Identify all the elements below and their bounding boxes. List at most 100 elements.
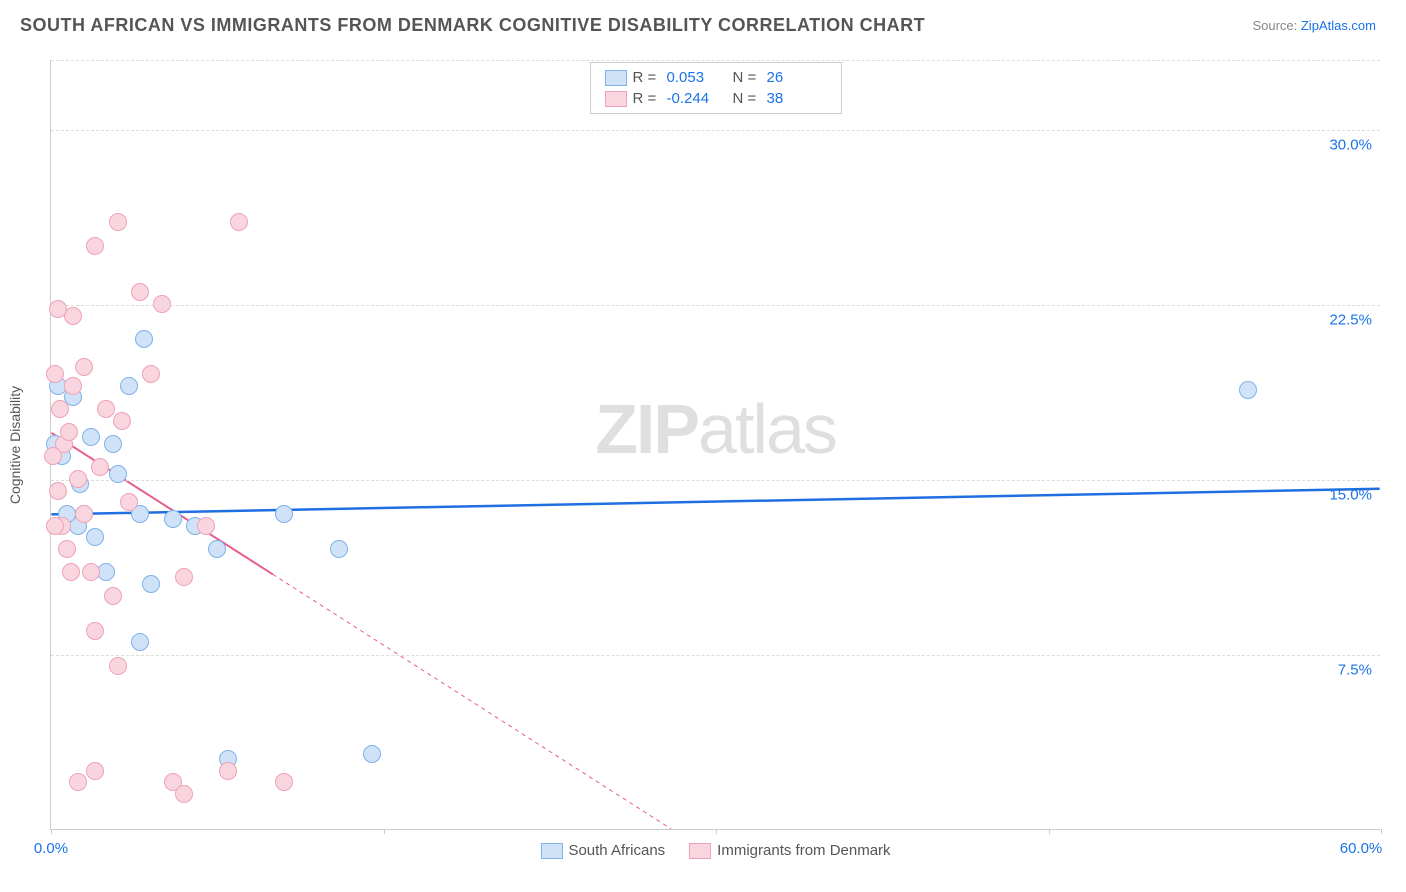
y-tick-label: 22.5% <box>1329 312 1372 329</box>
data-point-dk[interactable] <box>175 568 193 586</box>
stats-r-value-dk: -0.244 <box>667 90 727 107</box>
stats-r-value-sa: 0.053 <box>667 69 727 86</box>
watermark: ZIPatlas <box>595 389 836 469</box>
data-point-sa[interactable] <box>135 330 153 348</box>
data-point-dk[interactable] <box>64 377 82 395</box>
stats-r-label: R = <box>633 90 661 107</box>
legend-label-sa: South Africans <box>568 842 665 859</box>
source-link[interactable]: ZipAtlas.com <box>1301 18 1376 33</box>
data-point-sa[interactable] <box>120 377 138 395</box>
legend-swatch-sa <box>605 70 627 86</box>
data-point-dk[interactable] <box>64 307 82 325</box>
data-point-dk[interactable] <box>142 365 160 383</box>
data-point-dk[interactable] <box>60 423 78 441</box>
data-point-dk[interactable] <box>49 300 67 318</box>
data-point-dk[interactable] <box>44 447 62 465</box>
gridline <box>51 655 1380 656</box>
trend-line-sa <box>51 489 1379 515</box>
data-point-dk[interactable] <box>91 458 109 476</box>
data-point-dk[interactable] <box>69 773 87 791</box>
data-point-sa[interactable] <box>363 745 381 763</box>
y-tick-label: 30.0% <box>1329 137 1372 154</box>
data-point-sa[interactable] <box>86 528 104 546</box>
data-point-sa[interactable] <box>208 540 226 558</box>
data-point-dk[interactable] <box>131 283 149 301</box>
data-point-dk[interactable] <box>46 517 64 535</box>
trend-line-dashed-dk <box>273 574 671 829</box>
y-tick-label: 7.5% <box>1338 662 1372 679</box>
series-legend: South Africans Immigrants from Denmark <box>540 842 890 859</box>
stats-row-sa: R = 0.053 N = 26 <box>605 67 827 88</box>
watermark-bold: ZIP <box>595 390 698 468</box>
source-attribution: Source: ZipAtlas.com <box>1252 18 1376 33</box>
source-prefix: Source: <box>1252 18 1300 33</box>
x-tick <box>716 829 717 834</box>
data-point-sa[interactable] <box>82 428 100 446</box>
data-point-sa[interactable] <box>142 575 160 593</box>
legend-item-dk[interactable]: Immigrants from Denmark <box>689 842 890 859</box>
data-point-dk[interactable] <box>86 622 104 640</box>
data-point-dk[interactable] <box>97 400 115 418</box>
data-point-sa[interactable] <box>1239 381 1257 399</box>
x-tick <box>1049 829 1050 834</box>
data-point-dk[interactable] <box>46 365 64 383</box>
data-point-dk[interactable] <box>86 762 104 780</box>
data-point-dk[interactable] <box>104 587 122 605</box>
data-point-dk[interactable] <box>275 773 293 791</box>
gridline <box>51 60 1380 61</box>
stats-n-label: N = <box>733 90 761 107</box>
scatter-plot: ZIPatlas R =0.053N =26R =-0.244N =38 Sou… <box>50 60 1380 830</box>
stats-row-dk: R = -0.244 N = 38 <box>605 88 827 109</box>
data-point-dk[interactable] <box>58 540 76 558</box>
data-point-sa[interactable] <box>97 563 115 581</box>
legend-item-sa[interactable]: South Africans <box>540 842 665 859</box>
data-point-dk[interactable] <box>153 295 171 313</box>
y-tick-label: 15.0% <box>1329 487 1372 504</box>
data-point-dk[interactable] <box>113 412 131 430</box>
data-point-dk[interactable] <box>120 493 138 511</box>
legend-swatch-sa <box>540 843 562 859</box>
data-point-sa[interactable] <box>330 540 348 558</box>
stats-n-label: N = <box>733 69 761 86</box>
stats-n-value-dk: 38 <box>767 90 827 107</box>
data-point-dk[interactable] <box>109 657 127 675</box>
gridline <box>51 305 1380 306</box>
data-point-sa[interactable] <box>104 435 122 453</box>
data-point-dk[interactable] <box>49 482 67 500</box>
page-title: SOUTH AFRICAN VS IMMIGRANTS FROM DENMARK… <box>20 15 925 36</box>
chart-container: Cognitive Disability ZIPatlas R =0.053N … <box>50 60 1380 830</box>
y-axis-title: Cognitive Disability <box>7 386 23 504</box>
watermark-light: atlas <box>698 390 836 468</box>
trend-lines-layer <box>51 60 1380 829</box>
data-point-dk[interactable] <box>175 785 193 803</box>
stats-n-value-sa: 26 <box>767 69 827 86</box>
data-point-dk[interactable] <box>69 470 87 488</box>
data-point-dk[interactable] <box>230 213 248 231</box>
x-tick <box>1381 829 1382 834</box>
data-point-dk[interactable] <box>197 517 215 535</box>
data-point-sa[interactable] <box>109 465 127 483</box>
data-point-dk[interactable] <box>62 563 80 581</box>
data-point-dk[interactable] <box>51 400 69 418</box>
data-point-dk[interactable] <box>86 237 104 255</box>
x-tick-label: 60.0% <box>1340 840 1383 857</box>
data-point-sa[interactable] <box>275 505 293 523</box>
data-point-dk[interactable] <box>75 505 93 523</box>
gridline <box>51 480 1380 481</box>
stats-r-label: R = <box>633 69 661 86</box>
stats-legend-box: R = 0.053 N = 26 R = -0.244 N = 38 <box>590 62 842 114</box>
legend-swatch-dk <box>689 843 711 859</box>
x-tick <box>384 829 385 834</box>
data-point-sa[interactable] <box>164 510 182 528</box>
legend-label-dk: Immigrants from Denmark <box>717 842 890 859</box>
data-point-dk[interactable] <box>109 213 127 231</box>
legend-swatch-dk <box>605 91 627 107</box>
data-point-dk[interactable] <box>75 358 93 376</box>
data-point-dk[interactable] <box>82 563 100 581</box>
x-tick-label: 0.0% <box>34 840 68 857</box>
trend-line-dk <box>51 433 272 574</box>
data-point-dk[interactable] <box>219 762 237 780</box>
gridline <box>51 130 1380 131</box>
data-point-sa[interactable] <box>131 633 149 651</box>
x-tick <box>51 829 52 834</box>
